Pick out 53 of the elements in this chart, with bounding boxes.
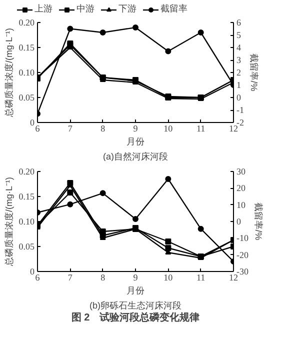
x-tick-label: 7 [68,272,73,282]
y2-tick-label: 20 [236,183,246,194]
y2-tick-label: -2 [236,118,244,128]
text: (b)卵砾石生态河床河段 [90,300,182,310]
y2-tick-label: 1 [236,80,241,90]
x-tick-label: 7 [68,124,73,134]
x-tick-label: 6 [35,272,40,282]
y2-tick-label: 10 [236,200,246,210]
x-tick-label: 11 [196,124,206,134]
text: (a)自然河床河段 [103,152,168,162]
y-axis-title: 总磷质量浓度/(mg·L⁻¹) [4,28,14,118]
y-tick-label: 0.05 [18,242,35,252]
y-tick-label: 0.10 [18,216,35,226]
x-tick-label: 10 [164,272,174,282]
legend-label: 上游 [34,2,54,16]
y-tick-label: 0 [30,266,35,276]
y2-tick-label: 5 [236,30,242,40]
y2-tick-label: 0 [236,92,242,102]
x-tick-label: 8 [100,124,106,134]
caption: 图 2 试验河段总磷变化规律 [71,312,200,324]
y2-axis-title: 截留率/% [248,54,259,92]
x-tick-label: 8 [100,272,106,282]
x-tick-label: 6 [35,124,40,134]
y2-tick-label: 2 [236,68,241,78]
x-tick-label: 12 [229,272,238,282]
y-tick-label: 0 [30,118,35,128]
y-tick-label: 0.10 [18,68,35,78]
x-tick-label: 9 [133,272,138,282]
y-tick-label: 0.20 [18,166,35,176]
y2-tick-label: 4 [236,42,242,52]
y2-tick-label: -1 [236,105,244,115]
y2-axis-title: 截留率/% [253,202,264,240]
y2-tick-label: 3 [236,55,242,65]
legend-label: 截留率 [160,2,188,16]
y-tick-label: 0.15 [18,42,35,52]
y-tick-label: 0.15 [18,192,35,202]
legend-label: 中游 [76,2,96,16]
y2-tick-label: 30 [236,166,246,176]
y-axis-title: 总磷质量浓度/(mg·L⁻¹) [4,177,14,267]
x-tick-label: 11 [196,272,206,282]
y2-tick-label: 0 [236,216,242,226]
y2-tick-label: 6 [236,18,242,28]
x-axis-title: 月份 [126,286,144,296]
y2-tick-label: -30 [236,266,249,276]
y2-tick-label: -20 [236,250,249,260]
x-tick-label: 10 [164,124,174,134]
x-tick-label: 12 [229,124,238,134]
y2-tick-label: -10 [236,233,249,244]
x-tick-label: 9 [133,124,138,134]
y-tick-label: 0.20 [18,18,35,28]
y-tick-label: 0.05 [18,92,35,102]
x-axis-title: 月份 [126,136,144,146]
legend-label: 下游 [118,2,138,16]
